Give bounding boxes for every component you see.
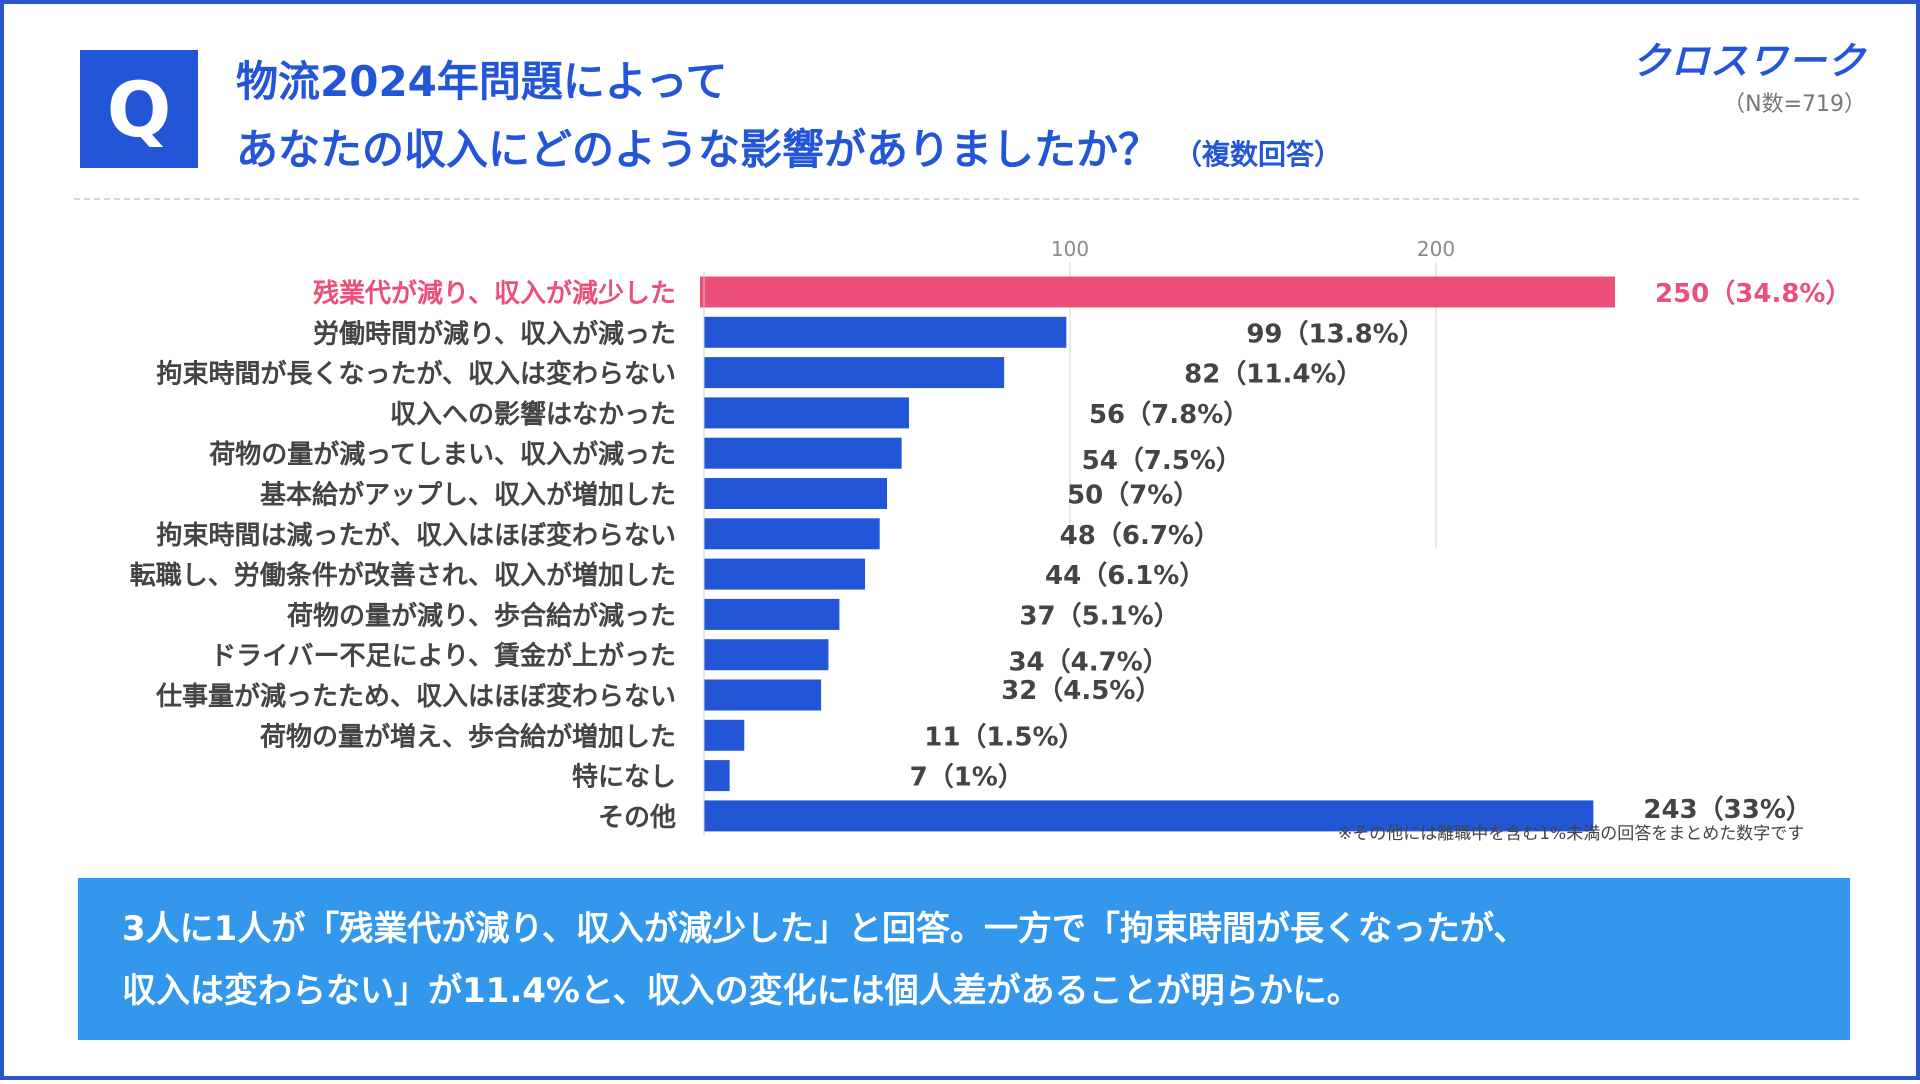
- data-label: 34（4.7%）: [1008, 648, 1168, 678]
- data-label: 44（6.1%）: [1045, 561, 1205, 591]
- bar: [704, 679, 822, 711]
- category-label: ドライバー不足により、賃金が上がった: [210, 641, 676, 672]
- data-label: 56（7.8%）: [1089, 400, 1249, 430]
- category-label: 荷物の量が増え、歩合給が増加した: [260, 721, 676, 752]
- bar: [704, 437, 902, 469]
- bar: [704, 800, 1594, 832]
- question-badge: Q: [80, 50, 198, 168]
- data-label: 48（6.7%）: [1060, 521, 1220, 551]
- bar-chart: 100 200 残業代が減り、収入が減少した 250（34.8%） 労働時間が減り、収入…: [130, 237, 1851, 837]
- sample-size: （N数=719）: [1723, 92, 1866, 117]
- data-label: 11（1.5%）: [924, 722, 1084, 752]
- category-label: 収入への影響はなかった: [390, 399, 676, 430]
- bar: [704, 518, 880, 550]
- bar: [704, 316, 1067, 348]
- category-label: 特になし: [572, 762, 676, 793]
- title-divider: [74, 198, 1859, 200]
- bar: [704, 719, 745, 751]
- data-label: 37（5.1%）: [1019, 601, 1179, 631]
- data-label: 32（4.5%）: [1001, 676, 1161, 706]
- x-tick-label: 200: [1417, 237, 1455, 261]
- category-label-highlight: 残業代が減り、収入が減少した: [313, 278, 676, 309]
- category-label: 拘束時間が長くなったが、収入は変わらない: [157, 359, 676, 390]
- category-label: 荷物の量が減ってしまい、収入が減った: [209, 439, 676, 470]
- bar-highlight: [700, 276, 1615, 308]
- data-label: 82（11.4%）: [1184, 360, 1362, 390]
- data-label: 54（7.5%）: [1082, 446, 1242, 476]
- data-label: 243（33%）: [1643, 795, 1812, 825]
- summary-box: 3人に1人が「残業代が減り、収入が減少した」と回答。一方で「拘束時間が長くなった…: [78, 878, 1850, 1040]
- question-title-line-1: 物流2024年問題によって: [236, 57, 728, 106]
- data-label: 7（1%）: [910, 763, 1024, 793]
- category-label: 拘束時間は減ったが、収入はほぼ変わらない: [157, 520, 676, 551]
- bar: [704, 478, 887, 509]
- category-label: 労働時間が減り、収入が減った: [313, 318, 676, 349]
- question-badge-label: Q: [106, 64, 172, 154]
- data-label: 99（13.8%）: [1246, 319, 1424, 349]
- bar: [704, 598, 840, 630]
- category-label: 転職し、労働条件が改善され、収入が増加した: [130, 560, 676, 591]
- summary-line-1: 3人に1人が「残業代が減り、収入が減少した」と回答。一方で「拘束時間が長くなった…: [122, 909, 1528, 949]
- x-tick-label: 100: [1051, 237, 1089, 261]
- question-title-note: （複数回答）: [1174, 138, 1343, 171]
- category-label: 仕事量が減ったため、収入はほぼ変わらない: [155, 681, 676, 712]
- data-label: 50（7%）: [1067, 481, 1199, 511]
- question-title-line-2: あなたの収入にどのような影響がありましたか？ （複数回答）: [236, 116, 1342, 177]
- bar: [704, 760, 730, 792]
- question-title-text: あなたの収入にどのような影響がありましたか？: [236, 125, 1161, 174]
- category-label: その他: [598, 803, 676, 833]
- footnote: ※その他には離職中を含む1%未満の回答をまとめた数字です: [1338, 824, 1805, 844]
- bar: [704, 558, 866, 590]
- category-label: 基本給がアップし、収入が増加した: [260, 480, 676, 511]
- bar: [704, 639, 829, 671]
- category-label: 荷物の量が減り、歩合給が減った: [287, 600, 676, 631]
- summary-line-2: 収入は変わらない」が11.4%と、収入の変化には個人差があることが明らかに。: [122, 971, 1361, 1011]
- bar: [704, 397, 909, 429]
- data-label: 250（34.8%）: [1655, 279, 1851, 309]
- bar: [704, 357, 1005, 389]
- brand-logo: クロスワーク: [1631, 39, 1866, 83]
